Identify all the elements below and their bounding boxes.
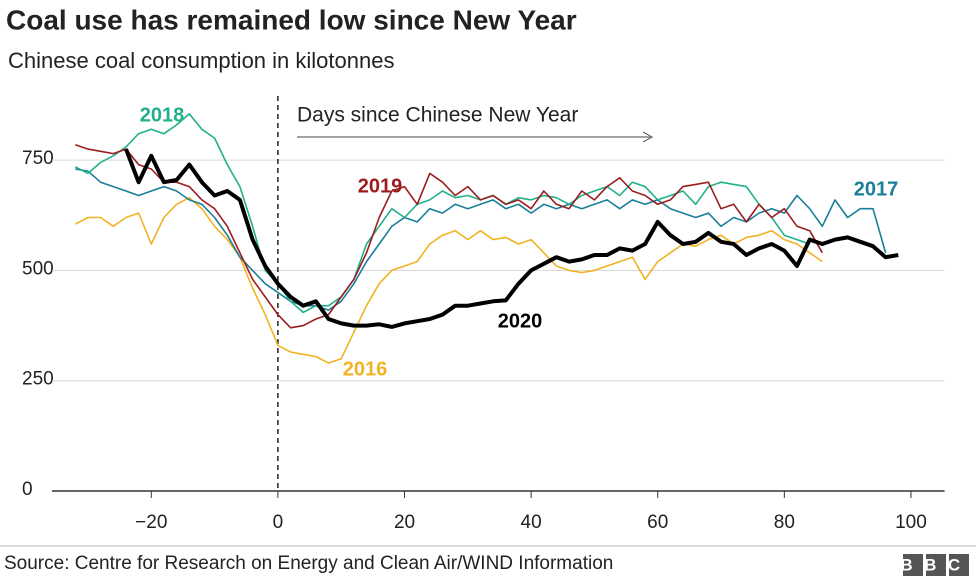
chart-subtitle: Chinese coal consumption in kilotonnes — [8, 48, 394, 73]
annotation: Days since Chinese New Year — [297, 104, 578, 127]
series-line — [75, 143, 823, 329]
logo-box — [949, 554, 969, 576]
source: Source: Centre for Research on Energy an… — [4, 553, 613, 574]
chart-title: Coal use has remained low since New Year — [6, 4, 577, 35]
arrow-head — [642, 131, 654, 143]
x-tick-label: −20 — [135, 512, 167, 533]
x-tick-label: 0 — [273, 512, 284, 533]
x-tick-label: 100 — [895, 512, 927, 533]
series-line — [74, 113, 810, 314]
y-tick-label: 750 — [22, 148, 54, 169]
series-label: 2016 — [343, 358, 388, 380]
logo: BBC — [900, 555, 971, 574]
x-tick-label: 80 — [774, 512, 795, 533]
series-line — [124, 148, 899, 329]
y-tick-label: 500 — [22, 258, 54, 279]
logo-box — [903, 554, 923, 576]
series-label: 2019 — [358, 175, 403, 197]
x-tick-label: 40 — [521, 512, 542, 533]
series-label: 2018 — [140, 104, 185, 126]
series-line — [74, 196, 823, 364]
y-tick-label: 250 — [22, 369, 54, 390]
x-tick-label: 20 — [394, 512, 415, 533]
y-tick-label: 0 — [22, 479, 33, 500]
series-label: 2020 — [498, 310, 543, 332]
logo-box — [926, 554, 946, 576]
series-label: 2017 — [854, 178, 899, 200]
series-line — [75, 168, 887, 311]
x-tick-label: 60 — [647, 512, 668, 533]
